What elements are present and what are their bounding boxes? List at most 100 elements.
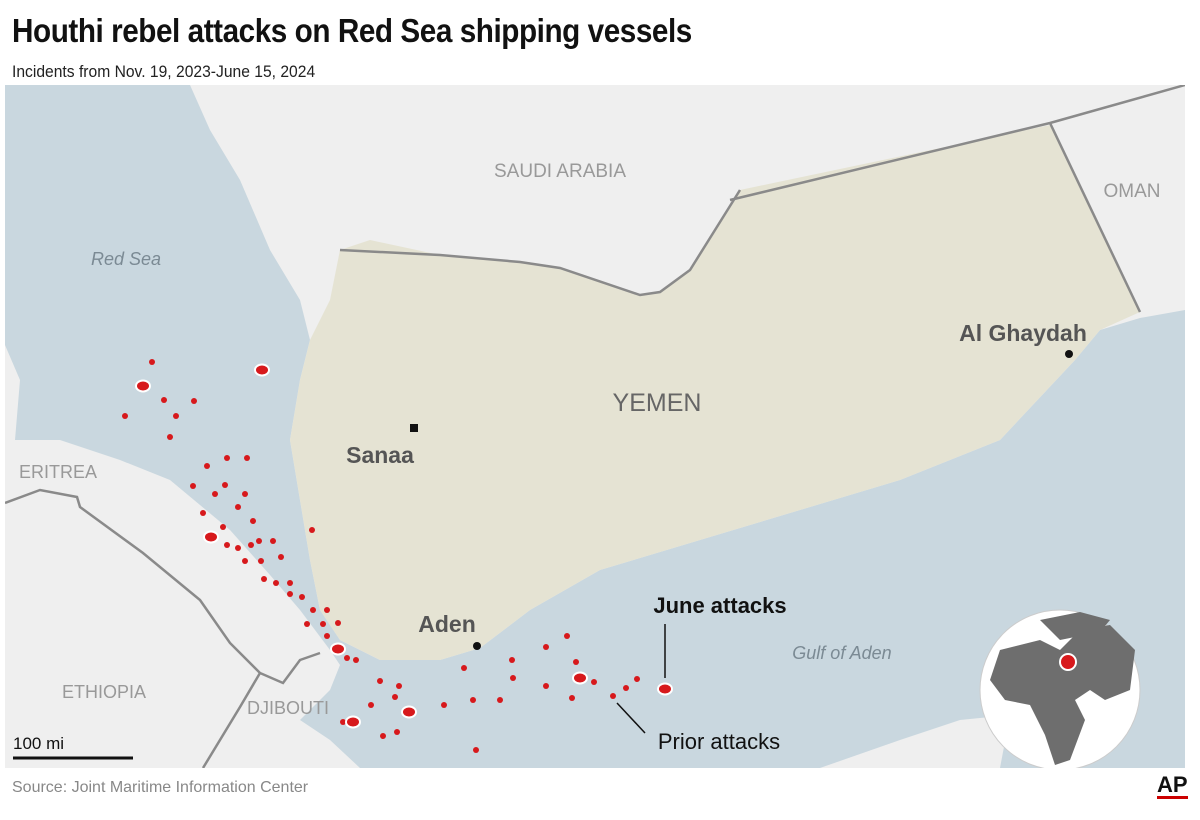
prior-attack-marker: [191, 398, 197, 404]
june-attack-marker: [330, 642, 346, 656]
label-djibouti: DJIBOUTI: [247, 698, 329, 718]
prior-attack-marker: [497, 697, 503, 703]
africa-land: [5, 345, 360, 768]
june-attack-marker: [135, 379, 151, 393]
label-ethiopia: ETHIOPIA: [62, 682, 146, 702]
source-note: Source: Joint Maritime Information Cente…: [12, 779, 309, 796]
prior-attack-marker: [287, 591, 293, 597]
prior-attack-marker: [224, 542, 230, 548]
scale-label: 100 mi: [13, 734, 64, 753]
prior-attack-marker: [394, 729, 400, 735]
prior-attack-marker: [250, 518, 256, 524]
prior-attack-marker: [623, 685, 629, 691]
prior-attack-marker: [235, 545, 241, 551]
label-oman: OMAN: [1104, 181, 1161, 202]
prior-attack-marker: [173, 413, 179, 419]
prior-attack-marker: [320, 621, 326, 627]
prior-attack-marker: [510, 675, 516, 681]
prior-attack-marker: [396, 683, 402, 689]
prior-attack-marker: [235, 504, 241, 510]
prior-attack-marker: [220, 524, 226, 530]
prior-attack-marker: [190, 483, 196, 489]
prior-attack-marker: [310, 607, 316, 613]
label-aden: Aden: [418, 611, 476, 637]
prior-attack-marker: [273, 580, 279, 586]
prior-attack-marker: [344, 655, 350, 661]
prior-attack-marker: [242, 491, 248, 497]
prior-attack-marker: [473, 747, 479, 753]
prior-attack-marker: [204, 463, 210, 469]
prior-attack-marker: [248, 542, 254, 548]
locator-globe: [979, 609, 1141, 768]
prior-attack-marker: [287, 580, 293, 586]
prior-attack-marker: [441, 702, 447, 708]
prior-attack-marker: [244, 455, 250, 461]
prior-attack-marker: [122, 413, 128, 419]
june-attack-marker: [657, 682, 673, 696]
prior-attack-marker: [461, 665, 467, 671]
prior-attack-marker: [258, 558, 264, 564]
june-attack-marker: [572, 671, 588, 685]
prior-attack-marker: [256, 538, 262, 544]
prior-attack-marker: [591, 679, 597, 685]
prior-attack-marker: [380, 733, 386, 739]
label-al-ghaydah: Al Ghaydah: [959, 320, 1087, 346]
prior-attack-marker: [299, 594, 305, 600]
yemen-land: [290, 125, 1140, 660]
label-red-sea: Red Sea: [91, 249, 161, 269]
prior-attack-marker: [340, 719, 346, 725]
page-subtitle: Incidents from Nov. 19, 2023-June 15, 20…: [12, 62, 316, 81]
prior-attack-marker: [161, 397, 167, 403]
label-sanaa: Sanaa: [346, 442, 414, 468]
country-borders: [5, 85, 1185, 768]
prior-leader-line: [616, 702, 646, 734]
prior-attack-marker: [368, 702, 374, 708]
somalia-land: [820, 715, 1010, 768]
prior-attack-marker: [224, 455, 230, 461]
june-attack-marker: [203, 530, 219, 544]
prior-attack-marker: [212, 491, 218, 497]
prior-attack-marker: [564, 633, 570, 639]
prior-attack-marker: [324, 633, 330, 639]
prior-attack-marker: [261, 576, 267, 582]
label-gulf-of-aden: Gulf of Aden: [792, 643, 891, 663]
prior-attack-marker: [353, 657, 359, 663]
prior-attack-marker: [149, 359, 155, 365]
prior-attack-marker: [304, 621, 310, 627]
prior-attack-marker: [167, 434, 173, 440]
prior-attack-marker: [610, 693, 616, 699]
legend-prior-attacks: Prior attacks: [658, 729, 780, 754]
label-yemen: YEMEN: [613, 389, 702, 417]
locator-marker: [1059, 653, 1077, 671]
label-saudi-arabia: SAUDI ARABIA: [494, 161, 626, 182]
page-title: Houthi rebel attacks on Red Sea shipping…: [12, 12, 692, 49]
prior-attack-marker: [569, 695, 575, 701]
prior-attack-marker: [309, 527, 315, 533]
prior-attack-marker: [270, 538, 276, 544]
prior-attack-marker: [278, 554, 284, 560]
prior-attack-marker: [242, 558, 248, 564]
prior-attack-marker: [470, 697, 476, 703]
prior-attack-marker: [324, 607, 330, 613]
prior-attack-marker: [335, 620, 341, 626]
june-attack-marker: [401, 705, 417, 719]
city-marker-aden: [473, 642, 481, 650]
prior-attack-marker: [543, 644, 549, 650]
june-attack-marker: [254, 363, 270, 377]
legend-june-attacks: June attacks: [653, 593, 786, 618]
prior-attack-marker: [509, 657, 515, 663]
prior-attack-marker: [573, 659, 579, 665]
prior-attack-marker: [377, 678, 383, 684]
prior-attack-marker: [222, 482, 228, 488]
prior-attack-marker: [634, 676, 640, 682]
map: SAUDI ARABIA OMAN YEMEN Red Sea ERITREA …: [5, 85, 1185, 768]
city-marker-al-ghaydah: [1065, 350, 1073, 358]
capital-marker: [410, 424, 418, 432]
june-attack-marker: [345, 715, 361, 729]
prior-attack-marker: [543, 683, 549, 689]
label-eritrea: ERITREA: [19, 462, 97, 482]
ap-logo: AP: [1157, 772, 1188, 799]
attack-markers: [122, 359, 673, 753]
prior-attack-marker: [392, 694, 398, 700]
prior-attack-marker: [200, 510, 206, 516]
